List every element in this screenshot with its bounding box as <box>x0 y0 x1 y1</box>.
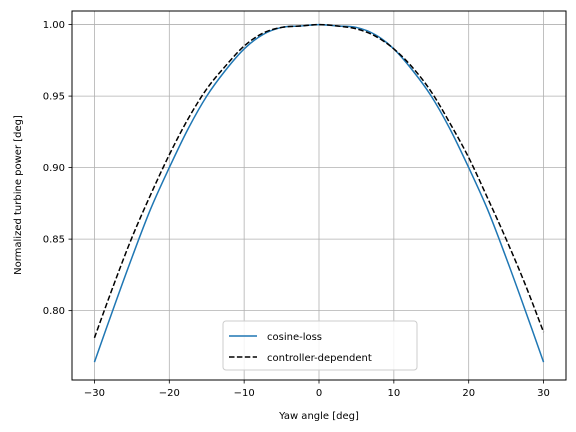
x-tick-label: 0 <box>316 388 322 399</box>
legend-label-controller-dependent: controller-dependent <box>267 353 372 364</box>
legend: cosine-loss controller-dependent <box>222 320 418 371</box>
x-tick-label: −30 <box>84 388 105 399</box>
y-tick-label: 0.95 <box>43 92 65 103</box>
y-axis-label: Normalized turbine power [deg] <box>13 115 24 275</box>
legend-label-cosine-loss: cosine-loss <box>267 332 322 343</box>
x-tick-label: −10 <box>234 388 255 399</box>
grid-lines <box>72 11 566 380</box>
y-tick-label: 0.85 <box>43 235 65 246</box>
x-tick-label: 30 <box>537 388 550 399</box>
y-tick-label: 0.90 <box>43 163 65 174</box>
x-axis-ticks: −30 −20 −10 0 10 20 30 <box>84 380 550 399</box>
y-axis-ticks: 0.80 0.85 0.90 0.95 1.00 <box>43 20 72 317</box>
x-tick-label: 10 <box>387 388 400 399</box>
x-tick-label: 20 <box>462 388 475 399</box>
series-line-cosine-loss <box>93 23 545 363</box>
plot-series <box>93 23 545 363</box>
x-axis-label: Yaw angle [deg] <box>278 411 359 422</box>
legend-box <box>222 320 418 371</box>
series-line-controller-dependent <box>93 23 545 339</box>
x-tick-label: −20 <box>159 388 180 399</box>
y-tick-label: 0.80 <box>43 306 65 317</box>
y-tick-label: 1.00 <box>43 20 65 31</box>
